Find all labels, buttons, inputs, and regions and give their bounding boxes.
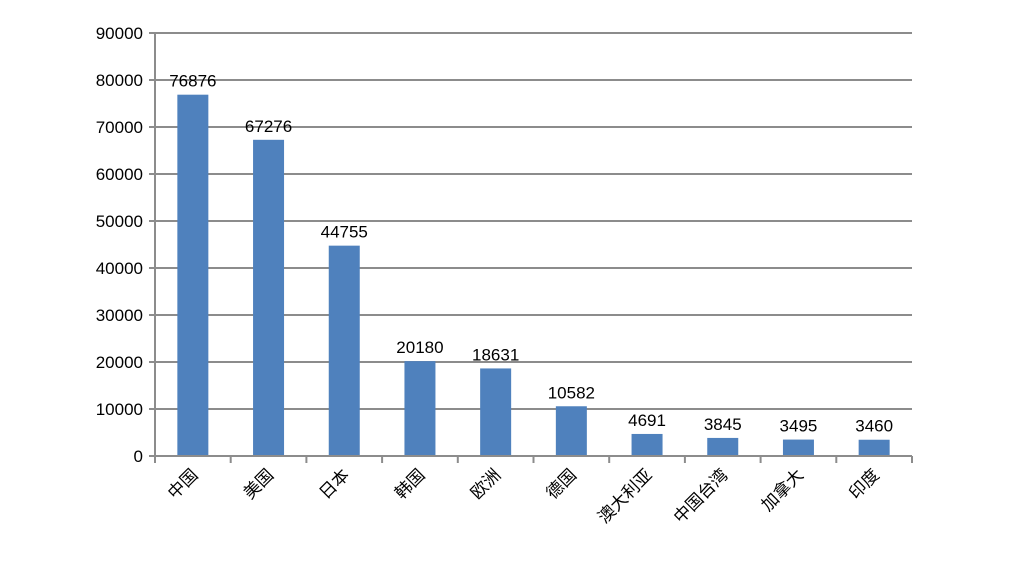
x-tick-label: 中国台湾 (670, 465, 732, 527)
y-axis-ticks: 0 10000 20000 30000 40000 50000 60000 70000 8000… (96, 24, 143, 466)
bar (707, 437, 739, 456)
x-tick-label: 日本 (316, 465, 353, 502)
y-tick-label: 0 (134, 447, 143, 466)
x-tick-label: 欧洲 (467, 465, 504, 502)
y-tick-label: 30000 (96, 306, 143, 325)
data-label: 3845 (704, 415, 742, 434)
data-label: 76876 (169, 72, 216, 91)
bar (177, 94, 209, 456)
data-label: 10582 (548, 383, 595, 402)
axes (149, 32, 913, 463)
y-tick-label: 90000 (96, 24, 143, 43)
bar (404, 361, 436, 456)
x-axis-ticks: 中国 美国 日本 韩国 欧洲 德国 澳大利亚 中国台湾 加拿大 印度 (164, 465, 883, 527)
bars (177, 94, 890, 456)
x-tick-label: 韩国 (391, 465, 428, 502)
bar (253, 139, 285, 456)
y-tick-label: 70000 (96, 118, 143, 137)
bar (328, 245, 360, 456)
x-tick-label: 澳大利亚 (594, 465, 656, 527)
y-tick-label: 50000 (96, 212, 143, 231)
y-tick-label: 10000 (96, 400, 143, 419)
data-label: 4691 (628, 411, 666, 430)
data-label: 44755 (321, 223, 368, 242)
x-tick-label: 印度 (846, 465, 883, 502)
bar (480, 368, 512, 456)
data-labels: 76876 67276 44755 20180 18631 10582 4691 3845 34… (169, 72, 893, 436)
data-label: 20180 (396, 338, 443, 357)
y-tick-label: 80000 (96, 71, 143, 90)
bar (782, 439, 814, 456)
data-label: 18631 (472, 345, 519, 364)
data-label: 3495 (780, 417, 818, 436)
x-tick-label: 加拿大 (757, 465, 807, 515)
data-label: 67276 (245, 117, 292, 136)
bar (858, 439, 890, 456)
y-tick-label: 20000 (96, 353, 143, 372)
bar (631, 433, 663, 456)
y-tick-label: 40000 (96, 259, 143, 278)
x-tick-label: 中国 (164, 465, 201, 502)
bar (555, 406, 587, 456)
x-tick-label: 美国 (240, 465, 277, 502)
y-tick-label: 60000 (96, 165, 143, 184)
x-tick-label: 德国 (543, 465, 580, 502)
data-label: 3460 (855, 417, 893, 436)
